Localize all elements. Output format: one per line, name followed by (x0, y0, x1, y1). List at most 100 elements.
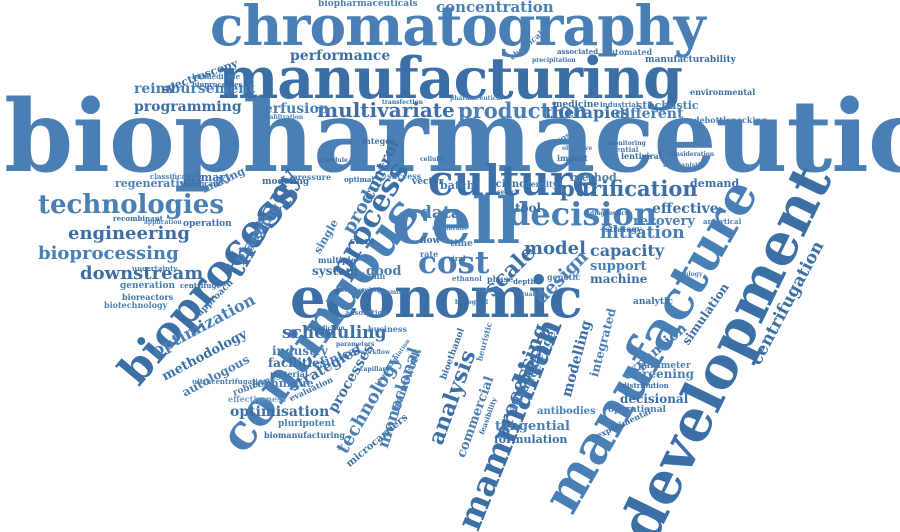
word: decisional (620, 392, 689, 406)
word: filtration (600, 223, 685, 243)
word: method (570, 171, 617, 184)
word: technique (252, 377, 314, 390)
word: potential (603, 145, 639, 154)
word: capacity (590, 241, 665, 260)
word: viral (448, 254, 466, 263)
word: biochemical (340, 287, 381, 294)
word: economic (290, 265, 583, 331)
word: formulation (494, 433, 568, 446)
word: parameters (336, 341, 375, 348)
word: membrane (432, 225, 468, 232)
word: industrial (600, 100, 639, 109)
word: application (144, 219, 182, 226)
word: vector (412, 177, 444, 187)
word: genetic (547, 272, 581, 282)
word: classification (150, 172, 202, 181)
word: objective (562, 145, 593, 152)
word: debottlenecking (694, 115, 767, 125)
word: prediction (310, 325, 345, 332)
word: recombinant (113, 214, 163, 223)
word: effectiveness (228, 394, 287, 404)
word: consideration (668, 151, 715, 158)
word: biopharmaceuticals (318, 0, 418, 9)
word: depth (513, 277, 536, 286)
word: rate (420, 249, 439, 259)
word: bioprocessing (38, 243, 179, 264)
word: tool (515, 201, 542, 215)
word: antibodies (537, 406, 596, 417)
word: raman (478, 287, 500, 294)
word: cellular (420, 156, 446, 163)
word: different (615, 106, 684, 122)
word: uncertainty (132, 264, 178, 273)
word: cost (418, 245, 490, 281)
word: medicine (553, 100, 600, 110)
word: generation (120, 281, 175, 291)
word: downstream (80, 263, 204, 284)
word: ethanol (452, 274, 482, 283)
word: capillary (360, 366, 390, 373)
word: pressure (292, 172, 332, 182)
word: diagnostics (590, 210, 629, 217)
word: transfection (382, 99, 424, 106)
word: success (387, 171, 422, 181)
word: primary (183, 171, 232, 184)
word: biomanufacturing (264, 430, 345, 440)
word: chemistry (378, 289, 412, 296)
word: optimisation (230, 404, 330, 420)
word: stem (350, 237, 375, 247)
word: analytical (703, 217, 742, 226)
word: parameter (638, 361, 691, 371)
word: good (366, 264, 402, 279)
word: distribution (622, 381, 669, 390)
word: integer (362, 136, 395, 146)
word: machine (590, 272, 648, 286)
word: multivariate (317, 98, 455, 122)
word: mechanistic (663, 162, 704, 169)
word: associated (557, 47, 599, 56)
word: optimal (344, 175, 375, 184)
word: density (525, 179, 558, 189)
word: biomedicine (192, 72, 241, 81)
word: industry (272, 344, 328, 358)
word: workflow (360, 349, 391, 356)
word: recovery (633, 214, 695, 229)
word: research (490, 189, 520, 196)
word: phase (487, 274, 514, 284)
word: pharmaceutical (450, 95, 503, 102)
word: monitoring (608, 140, 646, 147)
word: schedule (318, 157, 348, 164)
word: flow (420, 236, 441, 246)
word: lentiviral (621, 151, 662, 161)
word: data (420, 203, 462, 223)
word: operation (183, 219, 232, 229)
word: biological (455, 299, 489, 306)
word: strategy (605, 224, 642, 234)
word: automated (604, 47, 653, 57)
word: biotechnology (104, 300, 168, 310)
word: bioprocesses (192, 80, 243, 89)
word: screening (628, 367, 695, 381)
word: technologies (38, 190, 224, 220)
word: engineering (68, 223, 190, 244)
word: business (368, 324, 407, 334)
word: precipitation (532, 57, 576, 64)
word: manufacturability (645, 55, 736, 65)
word: production (458, 98, 588, 123)
word: culture (428, 156, 599, 205)
word: pluripotent (278, 419, 336, 429)
word: scheduling (282, 323, 387, 343)
word: facilities (268, 356, 327, 370)
word: diafiltration (263, 114, 304, 121)
word: perfusion (254, 101, 329, 117)
word: effective (652, 201, 719, 217)
word: cell (392, 184, 521, 259)
word: reimbursement (134, 81, 255, 97)
word: ultracentrifugation (192, 377, 268, 386)
word: impact (557, 153, 588, 163)
word: regenerative (115, 177, 194, 190)
word: demand (690, 177, 740, 190)
word: multiple (318, 255, 356, 265)
word: system (312, 264, 359, 278)
